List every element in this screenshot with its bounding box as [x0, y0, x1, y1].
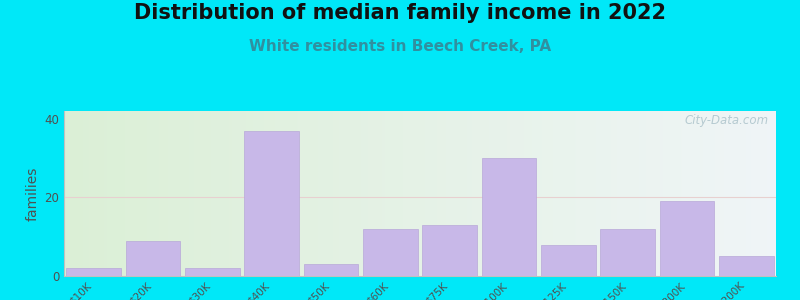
- Bar: [185, 268, 240, 276]
- Bar: [719, 256, 774, 276]
- Bar: [541, 244, 596, 276]
- Text: City-Data.com: City-Data.com: [685, 114, 769, 127]
- Bar: [600, 229, 655, 276]
- Bar: [422, 225, 477, 276]
- Bar: [126, 241, 180, 276]
- Bar: [244, 130, 299, 276]
- Bar: [660, 201, 714, 276]
- Bar: [304, 264, 358, 276]
- Bar: [363, 229, 418, 276]
- Text: Distribution of median family income in 2022: Distribution of median family income in …: [134, 3, 666, 23]
- Text: White residents in Beech Creek, PA: White residents in Beech Creek, PA: [249, 39, 551, 54]
- Bar: [482, 158, 536, 276]
- Y-axis label: families: families: [26, 166, 40, 221]
- Bar: [66, 268, 121, 276]
